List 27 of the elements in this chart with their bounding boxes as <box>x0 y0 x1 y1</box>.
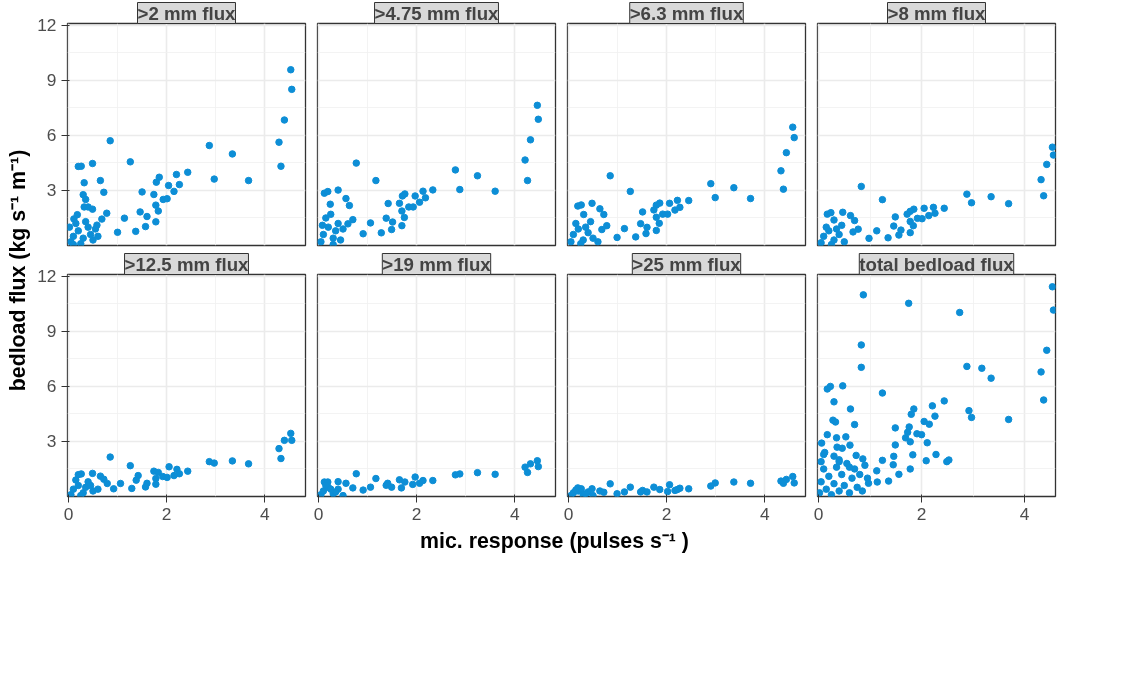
x-tick-label: 2 <box>411 503 422 524</box>
chart-title: >4.75 mm flux <box>374 2 500 24</box>
y-tick-label: 6 <box>46 125 57 146</box>
x-tick-label: 2 <box>916 503 927 524</box>
x-tick-label: 4 <box>759 503 770 524</box>
x-tick-label: 0 <box>63 503 74 524</box>
chart-title: >2 mm flux <box>137 2 237 24</box>
x-tick-label: 2 <box>161 503 172 524</box>
y-tick-label: 6 <box>46 376 57 397</box>
y-tick-label: 12 <box>37 266 57 287</box>
y-axis-title: bedload flux (kg s⁻¹ m⁻¹) <box>5 149 30 392</box>
x-tick-label: 4 <box>259 503 270 524</box>
y-tick-label: 3 <box>46 180 57 201</box>
y-tick-label: 9 <box>46 70 57 91</box>
x-axis-title: mic. response (pulses s⁻¹ ) <box>420 528 689 553</box>
x-tick-label: 0 <box>813 503 824 524</box>
x-tick-label: 2 <box>661 503 672 524</box>
y-tick-label: 3 <box>46 431 57 452</box>
x-tick-label: 0 <box>563 503 574 524</box>
x-tick-label: 4 <box>1019 503 1030 524</box>
y-tick-label: 9 <box>46 321 57 342</box>
chart-title: >12.5 mm flux <box>124 253 250 275</box>
chart-title: >6.3 mm flux <box>629 2 744 24</box>
x-tick-label: 0 <box>313 503 324 524</box>
y-tick-label: 12 <box>37 15 57 36</box>
chart-title: >8 mm flux <box>887 2 987 24</box>
x-tick-label: 4 <box>509 503 520 524</box>
